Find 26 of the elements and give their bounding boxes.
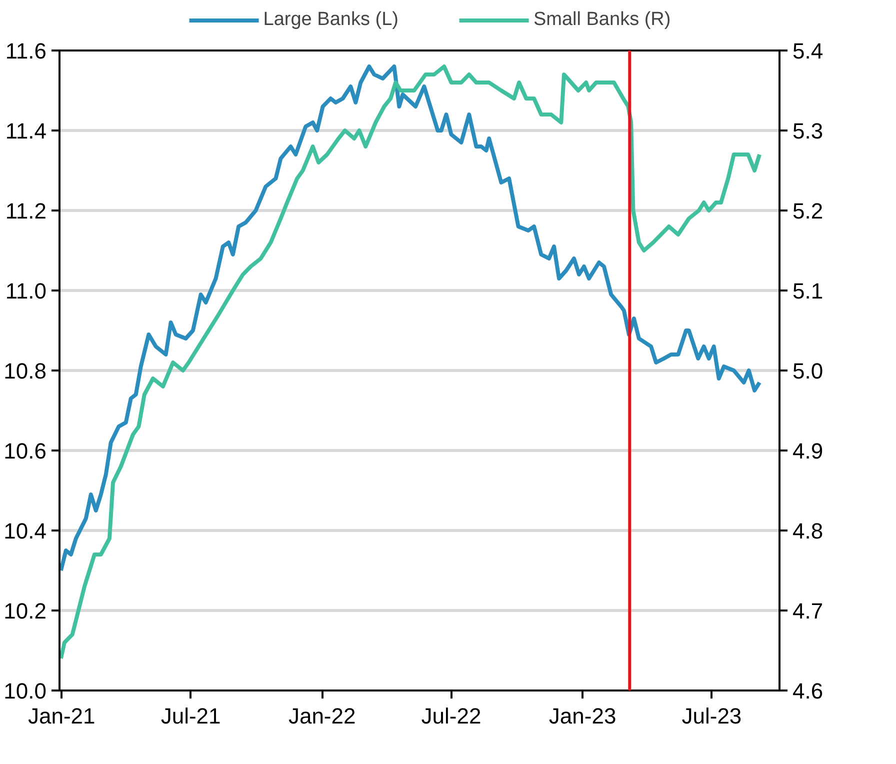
x-tick-label: Jul-23 bbox=[682, 704, 742, 728]
x-tick-label: Jan-23 bbox=[548, 704, 616, 728]
y2-tick-label: 4.7 bbox=[792, 598, 824, 624]
y-tick-label: 11.4 bbox=[5, 118, 46, 144]
y-tick-label: 10.8 bbox=[4, 358, 47, 384]
y2-tick-label: 4.6 bbox=[792, 678, 824, 704]
legend-label: Large Banks (L) bbox=[263, 9, 398, 31]
x-tick-label: Jan-21 bbox=[28, 704, 96, 728]
y2-tick-label: 4.8 bbox=[792, 518, 824, 544]
x-tick-label: Jan-22 bbox=[288, 704, 356, 728]
x-tick-label: Jul-22 bbox=[421, 704, 482, 728]
y-tick-label: 11.0 bbox=[5, 278, 46, 304]
y-tick-label: 11.2 bbox=[5, 198, 46, 224]
legend-label: Small Banks (R) bbox=[533, 9, 671, 31]
y2-tick-label: 5.2 bbox=[792, 198, 824, 224]
y-tick-label: 10.4 bbox=[4, 518, 47, 544]
y2-tick-label: 5.3 bbox=[792, 118, 824, 144]
y-tick-label: 11.6 bbox=[5, 38, 46, 64]
y2-tick-label: 4.9 bbox=[792, 438, 824, 464]
y-tick-label: 10.2 bbox=[4, 598, 47, 624]
x-tick-label: Jul-21 bbox=[160, 704, 221, 728]
y2-tick-label: 5.1 bbox=[792, 278, 824, 304]
y-tick-label: 10.0 bbox=[4, 678, 47, 704]
y2-tick-label: 5.4 bbox=[792, 38, 824, 64]
y-tick-label: 10.6 bbox=[4, 438, 47, 464]
y2-tick-label: 5.0 bbox=[792, 358, 824, 384]
